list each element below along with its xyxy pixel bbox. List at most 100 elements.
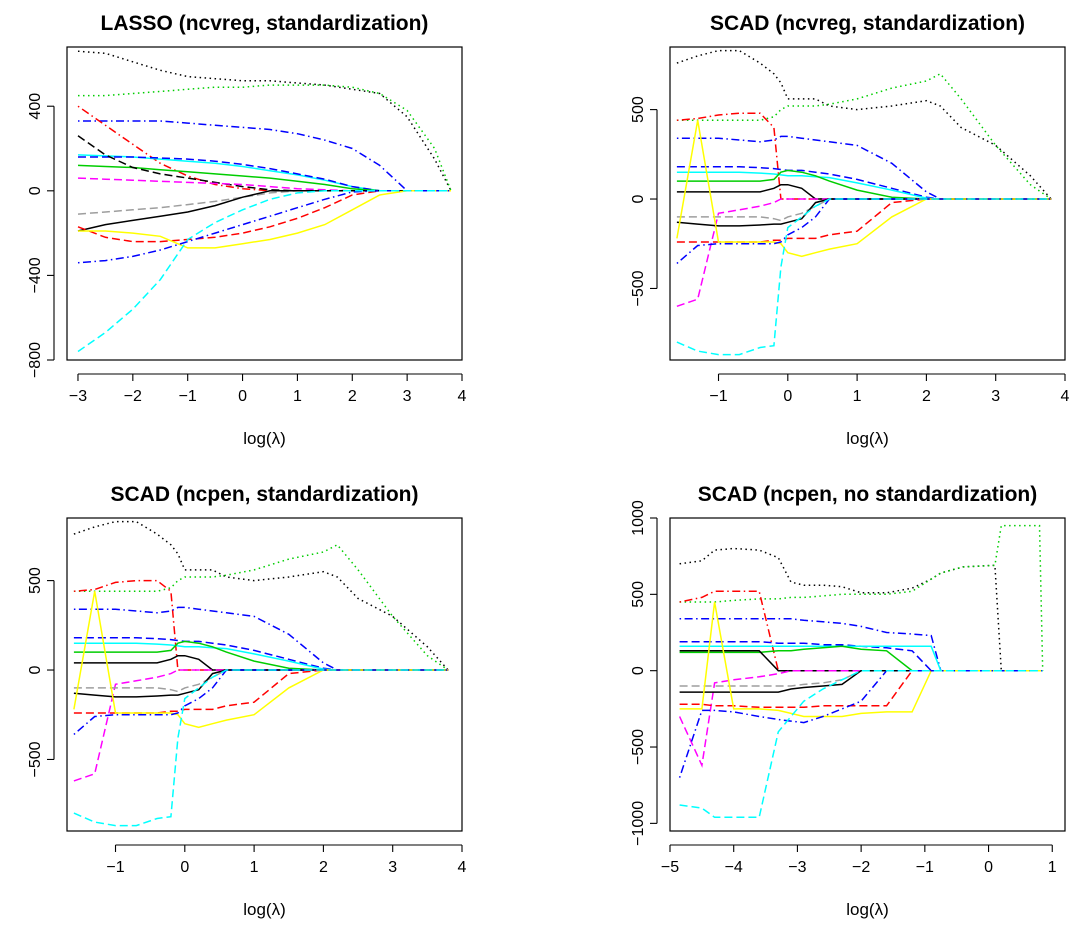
x-tick-label: 2 [319, 859, 328, 876]
x-tick-label: 4 [458, 859, 467, 876]
y-tick-label: 0 [27, 665, 44, 674]
series-group [77, 50, 452, 353]
y-tick-label: 0 [630, 194, 647, 203]
x-axis: −3 −2 −1 0 1 2 3 4 log(λ) [69, 373, 467, 448]
series-line-6 [676, 171, 1052, 200]
series-line-9 [678, 669, 1043, 768]
x-axis-label: log(λ) [243, 900, 286, 919]
chart-title: LASSO (ncvreg, standardization) [101, 12, 429, 35]
y-axis: −800 −400 0 400 [27, 93, 55, 378]
x-tick-label: 3 [403, 388, 412, 405]
series-line-11 [77, 190, 451, 232]
series-line-15 [679, 669, 1043, 819]
series-line-5 [676, 166, 1052, 200]
series-line-3 [73, 579, 449, 671]
series-line-4 [676, 135, 1052, 200]
chart-panel-3: SCAD (ncpen, standardization) −1 0 1 2 3 4 log(… [27, 483, 467, 919]
x-tick-label: 1 [1048, 859, 1057, 876]
y-tick-label: 1000 [630, 500, 647, 536]
series-line-13 [679, 601, 1043, 718]
x-tick-label: 1 [250, 859, 259, 876]
series-line-2 [78, 84, 452, 192]
y-tick-label: −400 [27, 257, 44, 293]
plot-frame [66, 46, 463, 361]
x-tick-label: 1 [853, 388, 862, 405]
chart-panel-2: SCAD (ncvreg, standardization) −1 0 1 2 3 4 log… [630, 12, 1070, 448]
x-tick-label: 3 [388, 859, 397, 876]
series-line-9 [676, 198, 1052, 308]
x-tick-label: 0 [783, 388, 792, 405]
series-line-15 [73, 669, 449, 827]
y-tick-label: −500 [630, 729, 647, 765]
series-line-13 [676, 120, 1052, 258]
plot-frame [66, 517, 463, 832]
series-line-4 [73, 606, 449, 671]
x-tick-label: 0 [180, 859, 189, 876]
y-tick-label: −500 [27, 741, 44, 777]
x-tick-label: −1 [179, 388, 197, 405]
series-group [678, 524, 1044, 819]
y-tick-label: 500 [630, 96, 647, 123]
x-tick-label: 4 [458, 388, 467, 405]
chart-title: SCAD (ncpen, standardization) [110, 483, 418, 506]
x-tick-label: −2 [124, 388, 142, 405]
series-line-13 [78, 190, 451, 249]
x-tick-label: −4 [725, 859, 743, 876]
series-line-1 [77, 50, 452, 192]
series-line-10 [73, 669, 449, 693]
series-group [676, 49, 1052, 356]
series-line-5 [77, 154, 451, 192]
series-line-8 [77, 135, 451, 192]
series-line-1 [676, 49, 1052, 200]
y-tick-label: −1000 [630, 801, 647, 846]
x-tick-label: 0 [984, 859, 993, 876]
x-tick-label: −1 [106, 859, 124, 876]
y-axis: −500 0 500 [630, 96, 658, 306]
x-tick-label: 3 [991, 388, 1000, 405]
x-tick-label: 0 [238, 388, 247, 405]
series-line-7 [679, 645, 1043, 672]
series-line-3 [679, 590, 1043, 672]
y-tick-label: 0 [27, 186, 44, 195]
series-line-14 [676, 198, 1052, 264]
x-axis-label: log(λ) [243, 429, 286, 448]
series-line-12 [73, 669, 449, 714]
plot-frame [669, 517, 1066, 832]
series-line-15 [77, 190, 451, 353]
x-tick-label: 4 [1061, 388, 1070, 405]
series-line-4 [679, 618, 1043, 672]
series-line-5 [73, 637, 449, 671]
series-line-3 [78, 120, 451, 192]
x-tick-label: −1 [916, 859, 934, 876]
series-line-6 [73, 642, 449, 671]
x-tick-label: −5 [661, 859, 679, 876]
y-axis: −1000 −500 0 500 1000 [630, 500, 658, 846]
series-line-9 [77, 177, 451, 192]
series-line-2 [676, 72, 1052, 200]
series-line-9 [73, 669, 449, 782]
x-axis: −5 −4 −3 −2 −1 0 1 log(λ) [661, 844, 1057, 919]
chart-title: SCAD (ncvreg, standardization) [710, 12, 1025, 35]
x-axis-label: log(λ) [846, 429, 889, 448]
x-tick-label: −1 [709, 388, 727, 405]
x-tick-label: −3 [788, 859, 806, 876]
series-line-14 [678, 669, 1043, 778]
series-line-14 [73, 669, 449, 735]
series-line-6 [78, 156, 451, 192]
series-line-12 [676, 198, 1052, 243]
series-line-10 [679, 669, 1043, 687]
series-line-12 [679, 669, 1043, 709]
x-axis: −1 0 1 2 3 4 log(λ) [106, 844, 467, 919]
chart-title: SCAD (ncpen, no standardization) [698, 483, 1038, 506]
series-line-11 [679, 669, 1043, 693]
series-line-10 [77, 190, 451, 215]
y-tick-label: 500 [630, 581, 647, 608]
plot-frame [669, 46, 1066, 361]
x-tick-label: 2 [348, 388, 357, 405]
series-line-14 [77, 190, 451, 264]
series-line-11 [73, 669, 449, 698]
series-group [73, 520, 449, 827]
x-tick-label: 2 [922, 388, 931, 405]
x-axis: −1 0 1 2 3 4 log(λ) [709, 373, 1070, 448]
series-line-1 [73, 520, 449, 671]
